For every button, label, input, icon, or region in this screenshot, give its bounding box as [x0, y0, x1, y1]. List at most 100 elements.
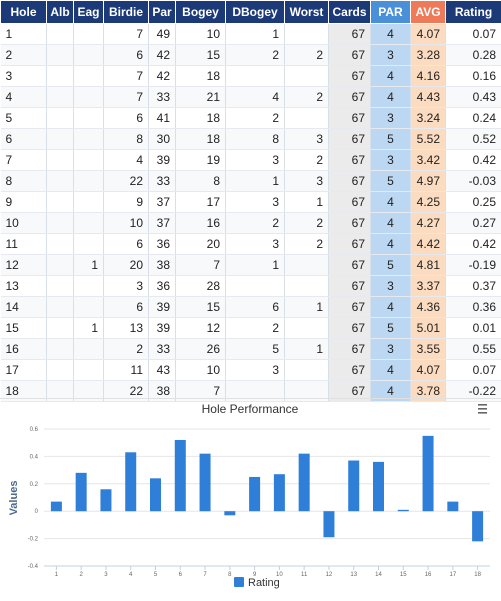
- cell-dbogey: 1: [226, 255, 285, 276]
- cell-alb: [47, 276, 74, 297]
- cell-eag: [74, 276, 104, 297]
- cell-rating: 0.37: [446, 276, 501, 297]
- header-rating[interactable]: Rating: [446, 1, 501, 24]
- bar-hole-8: [224, 511, 235, 515]
- cell-cards: 67: [329, 150, 371, 171]
- cell-birdie: 2: [104, 339, 149, 360]
- cell-dbogey: 3: [226, 234, 285, 255]
- x-tick-label: 8: [228, 572, 232, 578]
- cell-parval: 5: [371, 129, 411, 150]
- chart-svg: Hole Performance0.60.40.20-0.2-0.4Values…: [0, 399, 501, 601]
- header-parval[interactable]: PAR: [371, 1, 411, 24]
- cell-dbogey: [226, 66, 285, 87]
- header-hole[interactable]: Hole: [1, 1, 47, 24]
- cell-par: 41: [149, 108, 176, 129]
- menu-line: [478, 408, 487, 410]
- cell-avg: 3.55: [411, 339, 446, 360]
- cell-hole: 11: [1, 234, 47, 255]
- cell-parval: 4: [371, 360, 411, 381]
- cell-hole: 16: [1, 339, 47, 360]
- cell-cards: 67: [329, 129, 371, 150]
- cell-bogey: 8: [176, 171, 226, 192]
- cell-par: 33: [149, 339, 176, 360]
- cell-dbogey: 2: [226, 318, 285, 339]
- header-par[interactable]: Par: [149, 1, 176, 24]
- cell-worst: [285, 318, 329, 339]
- cell-par: 43: [149, 360, 176, 381]
- bar-hole-13: [348, 461, 359, 512]
- bar-hole-14: [373, 462, 384, 511]
- cell-dbogey: 5: [226, 339, 285, 360]
- cell-birdie: 3: [104, 276, 149, 297]
- cell-alb: [47, 360, 74, 381]
- cell-par: 36: [149, 276, 176, 297]
- cell-rating: 0.24: [446, 108, 501, 129]
- cell-cards: 67: [329, 192, 371, 213]
- cell-dbogey: 2: [226, 108, 285, 129]
- header-avg[interactable]: AVG: [411, 1, 446, 24]
- cell-hole: 1: [1, 24, 47, 45]
- header-worst[interactable]: Worst: [285, 1, 329, 24]
- cell-rating: 0.01: [446, 318, 501, 339]
- cell-eag: [74, 66, 104, 87]
- menu-line: [478, 404, 487, 406]
- cell-alb: [47, 318, 74, 339]
- cell-rating: 0.42: [446, 150, 501, 171]
- bar-hole-12: [323, 511, 334, 537]
- cell-worst: 2: [285, 150, 329, 171]
- cell-cards: 67: [329, 360, 371, 381]
- cell-eag: [74, 192, 104, 213]
- cell-eag: 1: [74, 318, 104, 339]
- cell-hole: 14: [1, 297, 47, 318]
- header-cards[interactable]: Cards: [329, 1, 371, 24]
- cell-hole: 4: [1, 87, 47, 108]
- cell-par: 39: [149, 297, 176, 318]
- cell-parval: 3: [371, 45, 411, 66]
- header-dbogey[interactable]: DBogey: [226, 1, 285, 24]
- x-tick-label: 4: [129, 572, 133, 578]
- cell-dbogey: 8: [226, 129, 285, 150]
- header-eag[interactable]: Eag: [74, 1, 104, 24]
- cell-bogey: 10: [176, 24, 226, 45]
- header-alb[interactable]: Alb: [47, 1, 74, 24]
- cell-hole: 17: [1, 360, 47, 381]
- cell-bogey: 16: [176, 213, 226, 234]
- cell-parval: 3: [371, 108, 411, 129]
- cell-eag: [74, 360, 104, 381]
- cell-alb: [47, 255, 74, 276]
- legend-item-rating[interactable]: Rating: [234, 577, 280, 589]
- cell-birdie: 8: [104, 129, 149, 150]
- cell-worst: 2: [285, 45, 329, 66]
- x-tick-label: 7: [203, 572, 207, 578]
- cell-par: 39: [149, 318, 176, 339]
- cell-alb: [47, 87, 74, 108]
- cell-eag: [74, 213, 104, 234]
- x-tick-label: 18: [474, 572, 481, 578]
- cell-parval: 5: [371, 171, 411, 192]
- cell-bogey: 15: [176, 45, 226, 66]
- cell-worst: [285, 24, 329, 45]
- cell-birdie: 13: [104, 318, 149, 339]
- cell-par: 42: [149, 45, 176, 66]
- header-bogey[interactable]: Bogey: [176, 1, 226, 24]
- header-birdie[interactable]: Birdie: [104, 1, 149, 24]
- cell-worst: 3: [285, 171, 329, 192]
- hamburger-menu-icon[interactable]: [478, 404, 487, 414]
- cell-parval: 4: [371, 297, 411, 318]
- bar-hole-6: [175, 440, 186, 511]
- cell-dbogey: [226, 276, 285, 297]
- cell-avg: 5.52: [411, 129, 446, 150]
- cell-worst: [285, 108, 329, 129]
- cell-birdie: 22: [104, 171, 149, 192]
- cell-avg: 4.25: [411, 192, 446, 213]
- cell-rating: -0.03: [446, 171, 501, 192]
- bar-hole-15: [398, 510, 409, 511]
- cell-bogey: 26: [176, 339, 226, 360]
- cell-birdie: 6: [104, 45, 149, 66]
- cell-avg: 4.16: [411, 66, 446, 87]
